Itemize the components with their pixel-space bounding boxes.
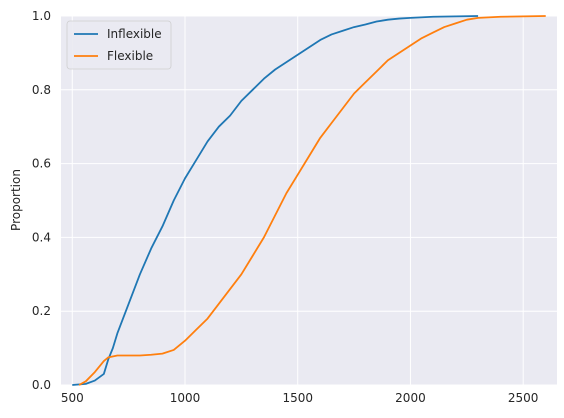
- grid-lines: [61, 15, 557, 386]
- series-lines: [72, 15, 546, 386]
- plot-background: [61, 16, 557, 385]
- y-tick-label: 0.0: [32, 378, 51, 392]
- y-tick-label: 0.4: [32, 230, 51, 244]
- y-tick-label: 1.0: [32, 9, 51, 23]
- legend-box: [66, 20, 172, 70]
- y-axis: 0.0 0.2 0.4 0.6 0.8 1.0: [32, 9, 51, 392]
- x-tick-label: 2500: [508, 391, 539, 405]
- legend-label-inflexible: Inflexible: [107, 27, 162, 41]
- legend: Inflexible Flexible: [66, 20, 172, 70]
- y-tick-label: 0.8: [32, 83, 51, 97]
- y-tick-label: 0.6: [32, 157, 51, 171]
- series-line-inflexible: [72, 15, 479, 386]
- x-tick-label: 2000: [395, 391, 426, 405]
- x-tick-label: 500: [61, 391, 84, 405]
- y-tick-label: 0.2: [32, 304, 51, 318]
- x-tick-label: 1500: [282, 391, 313, 405]
- series-line-flexible: [78, 15, 546, 386]
- x-axis: 500 1000 1500 2000 2500: [61, 391, 539, 405]
- x-tick-label: 1000: [170, 391, 201, 405]
- legend-label-flexible: Flexible: [107, 49, 153, 63]
- y-axis-label: Proportion: [9, 169, 23, 231]
